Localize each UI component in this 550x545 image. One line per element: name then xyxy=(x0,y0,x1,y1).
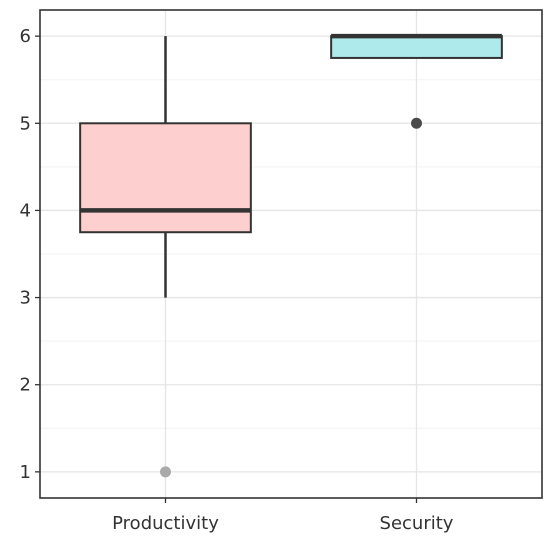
y-tick-label: 4 xyxy=(20,200,31,221)
y-tick-label: 2 xyxy=(20,375,31,396)
box-security xyxy=(330,33,503,129)
box-body xyxy=(79,122,252,234)
outlier-point xyxy=(411,117,422,129)
x-tick-label: Productivity xyxy=(112,513,219,534)
y-tick-label: 3 xyxy=(20,288,31,309)
y-tick-label: 6 xyxy=(20,26,31,47)
box-productivity xyxy=(79,36,252,478)
grid-layer xyxy=(40,10,542,498)
y-tick-label: 1 xyxy=(20,462,31,483)
y-tick-label: 5 xyxy=(20,113,31,134)
axis-layer: 1 2 3 4 5 6 Productivity Security xyxy=(20,9,543,534)
x-tick-label: Security xyxy=(380,513,454,534)
outlier-point xyxy=(160,466,171,478)
box-layer xyxy=(79,33,503,478)
panel-border xyxy=(39,9,543,499)
box-body xyxy=(330,35,503,59)
